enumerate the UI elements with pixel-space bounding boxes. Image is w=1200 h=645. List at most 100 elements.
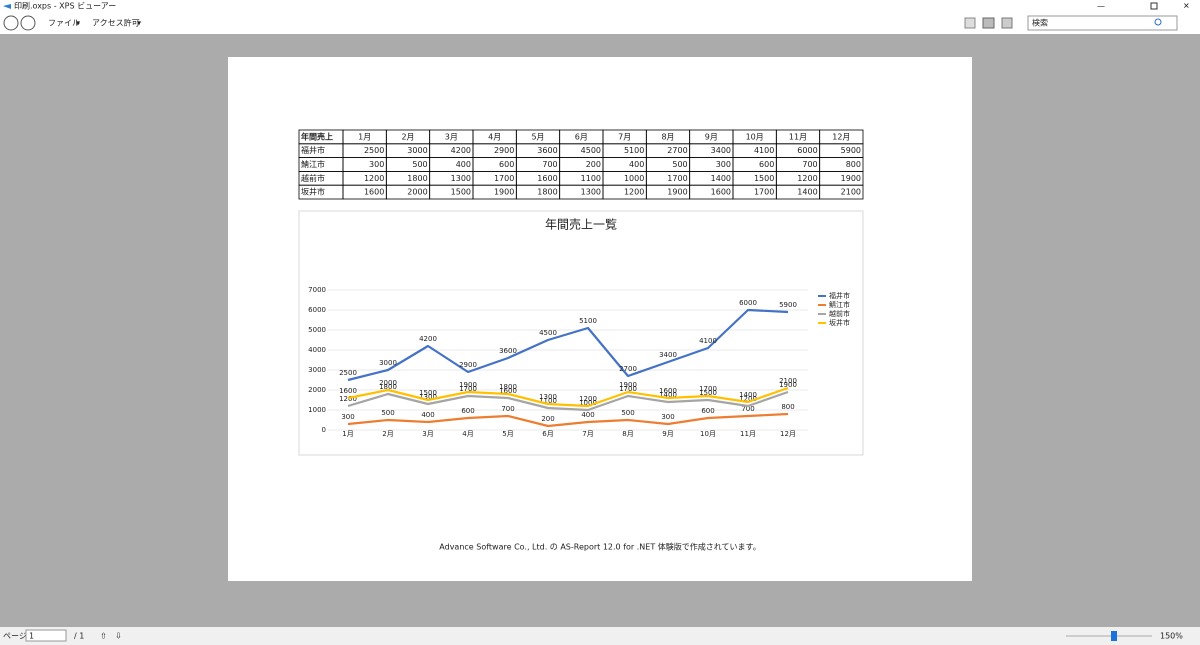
search-icon[interactable] [1154,18,1162,26]
x-tick-label: 2月 [382,430,393,438]
close[interactable]: ✕ [1183,2,1190,11]
table-header: 9月 [705,132,718,141]
search-placeholder[interactable]: 検索 [1032,18,1048,28]
data-label: 2700 [619,365,637,373]
data-label: 2900 [459,361,477,369]
table-value: 4200 [451,146,471,155]
table-value: 1500 [451,188,471,197]
footer-text: Advance Software Co., Ltd. の AS-Report 1… [439,542,760,552]
table-header: 4月 [488,132,501,141]
table-value: 1800 [407,174,427,183]
table-value: 4100 [754,146,774,155]
data-label: 1400 [739,391,757,399]
series-line [347,386,789,408]
table-value: 400 [629,160,644,169]
forward-button[interactable] [20,15,36,31]
series-line [347,308,789,382]
data-label: 1600 [659,387,677,395]
menu-arrow[interactable]: ▾ [76,19,80,28]
data-label: 1000 [579,399,597,407]
table-value: 1700 [494,174,514,183]
table-value: 1300 [451,174,471,183]
table-value: 5900 [841,146,861,155]
y-tick-label: 2000 [308,386,326,394]
data-label: 1200 [579,395,597,403]
table-value: 1700 [754,188,774,197]
menu-file[interactable]: ファイル [48,19,80,28]
data-label: 1200 [739,395,757,403]
table-header: 7月 [618,132,631,141]
maximize[interactable] [1150,2,1158,10]
table-value: 3400 [711,146,731,155]
x-tick-label: 10月 [700,430,716,438]
data-label: 1900 [619,381,637,389]
data-label: 500 [621,409,634,417]
y-tick-label: 1000 [308,406,326,414]
page-input[interactable] [25,629,67,642]
page-number[interactable]: 1 [29,632,34,641]
view-button[interactable] [1001,17,1013,29]
next-page[interactable]: ⇩ [115,632,122,641]
x-tick-label: 8月 [622,430,633,438]
x-tick-label: 12月 [780,430,796,438]
menu-access[interactable]: アクセス許可 [92,18,140,28]
table-value: 500 [412,160,427,169]
y-tick-label: 7000 [308,286,326,294]
data-label: 1900 [459,381,477,389]
zoom-level: 150% [1160,632,1183,641]
data-label: 1300 [419,393,437,401]
search-box[interactable] [1027,15,1178,31]
data-label: 3000 [379,359,397,367]
table-value: 5100 [624,146,644,155]
data-label: 3600 [499,347,517,355]
menu-arrow[interactable]: ▾ [137,19,141,28]
data-label: 200 [541,415,554,423]
table-value: 4500 [581,146,601,155]
table-value: 1600 [537,174,557,183]
page-label: ページ [3,632,27,641]
outline-button[interactable] [964,17,976,29]
chart: 0 1000 2000 3000 4000 5000 6000 7000 1月 2月 3月 4月 5月 6… [308,286,850,438]
table-value: 300 [369,160,384,169]
status-bar [0,627,1200,645]
table-value: 鯖江市 [301,159,325,169]
table-header: 8月 [661,132,674,141]
table-header: 1月 [358,132,371,141]
table-value: 300 [716,160,731,169]
table-value: 200 [586,160,601,169]
table-value: 400 [456,160,471,169]
table-value: 1700 [667,174,687,183]
data-label: 1800 [379,383,397,391]
table-value: 1400 [797,188,817,197]
table-value: 500 [672,160,687,169]
print-button[interactable] [982,17,995,29]
window-title: 印刷.oxps - XPS ビューアー [14,1,116,11]
table-value: 越前市 [301,173,325,183]
x-tick-label: 5月 [502,430,513,438]
data-label: 300 [341,413,354,421]
data-label: 700 [501,405,514,413]
series-line [347,412,789,428]
table-value: 1300 [581,188,601,197]
app-icon [3,4,11,9]
data-label: 1600 [499,387,517,395]
table-value: 2000 [407,188,427,197]
table-value: 700 [802,160,817,169]
y-tick-label: 4000 [308,346,326,354]
data-label: 1700 [699,385,717,393]
zoom-thumb[interactable] [1111,631,1117,641]
x-tick-label: 11月 [740,430,756,438]
table-value: 1200 [624,188,644,197]
prev-page[interactable]: ⇧ [100,632,107,641]
toolbar-bg [0,0,1200,34]
data-label: 4100 [699,337,717,345]
data-label: 6000 [739,299,757,307]
legend-label: 越前市 [829,309,850,318]
back-button[interactable] [3,15,19,31]
minimize[interactable]: — [1097,2,1105,11]
table-header: 12月 [832,132,850,141]
table-value: 2900 [494,146,514,155]
